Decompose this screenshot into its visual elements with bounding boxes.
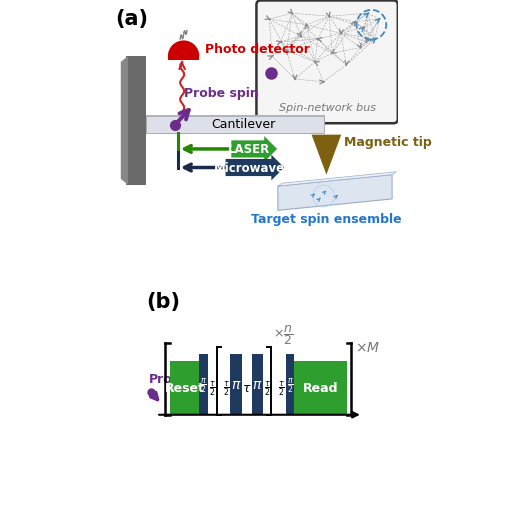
Bar (285, 354, 294, 415)
Bar (146, 116, 323, 118)
Text: Microwave: Microwave (214, 162, 285, 175)
FancyBboxPatch shape (146, 116, 323, 134)
Text: $\frac{\pi}{2}$: $\frac{\pi}{2}$ (286, 375, 293, 394)
Text: $\frac{\tau}{2}$: $\frac{\tau}{2}$ (209, 379, 216, 398)
Text: $\frac{\pi}{2}$: $\frac{\pi}{2}$ (200, 375, 207, 394)
Bar (251, 354, 262, 415)
Text: Photo detector: Photo detector (205, 43, 309, 56)
Text: Reset: Reset (164, 382, 204, 394)
Polygon shape (121, 57, 128, 185)
Text: $\pi$: $\pi$ (230, 378, 241, 392)
Text: Probe: Probe (148, 373, 189, 386)
Text: $\times\dfrac{n}{2}$: $\times\dfrac{n}{2}$ (272, 322, 292, 346)
Bar (294, 361, 346, 415)
Wedge shape (167, 41, 199, 57)
Text: $\frac{\tau}{2}$: $\frac{\tau}{2}$ (263, 379, 270, 398)
Text: Read: Read (302, 382, 337, 394)
Bar (170, 361, 199, 415)
FancyBboxPatch shape (225, 155, 284, 181)
Text: Cantilever: Cantilever (211, 118, 275, 131)
FancyBboxPatch shape (231, 137, 276, 162)
Text: (a): (a) (116, 9, 148, 29)
Text: Target spin ensemble: Target spin ensemble (250, 213, 401, 226)
Polygon shape (311, 135, 341, 175)
Text: LASER: LASER (228, 143, 270, 156)
Polygon shape (277, 175, 391, 211)
FancyBboxPatch shape (256, 2, 397, 124)
Text: $\tau$: $\tau$ (241, 382, 251, 394)
Text: (b): (b) (146, 292, 180, 312)
Text: Magnetic tip: Magnetic tip (344, 136, 431, 149)
Polygon shape (277, 173, 395, 187)
Bar (167, 55, 199, 61)
Bar (199, 354, 208, 415)
Text: Probe spin: Probe spin (183, 87, 258, 100)
Text: $\pi$: $\pi$ (251, 378, 262, 392)
Bar (230, 354, 241, 415)
Polygon shape (126, 57, 146, 185)
Text: $\frac{\tau}{2}$: $\frac{\tau}{2}$ (277, 379, 284, 398)
Text: $\frac{\tau}{2}$: $\frac{\tau}{2}$ (222, 379, 229, 398)
Text: $\times M$: $\times M$ (354, 341, 379, 355)
Text: Spin-network bus: Spin-network bus (278, 103, 375, 112)
